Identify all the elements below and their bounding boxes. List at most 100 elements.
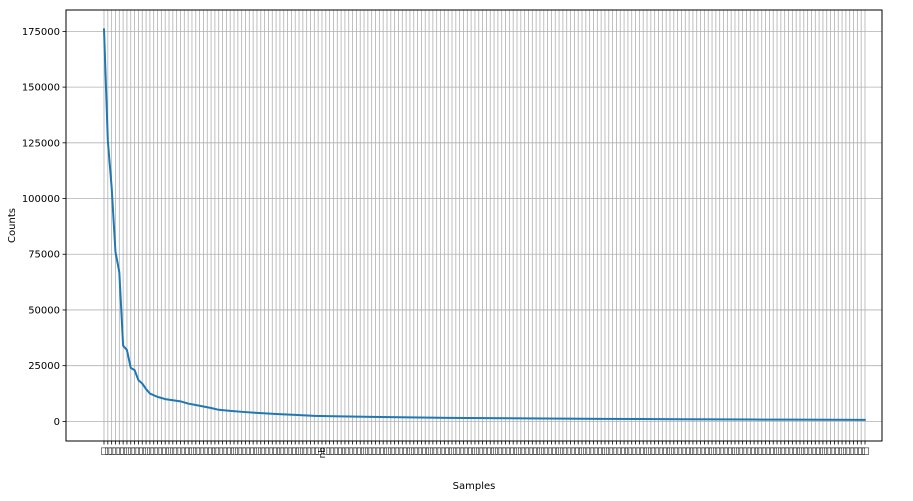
x-tick-label: □ — [712, 447, 722, 456]
x-tick-label: □ — [517, 447, 527, 456]
x-tick-label: □ — [111, 447, 121, 456]
x-tick-label: □ — [287, 447, 297, 456]
x-tick-label: □ — [379, 447, 389, 456]
x-tick-label: □ — [796, 447, 806, 456]
x-tick-label: □ — [333, 447, 343, 456]
x-tick-label: □ — [532, 447, 542, 456]
x-tick-label: □ — [563, 447, 573, 456]
x-tick-label: □ — [414, 447, 424, 456]
x-tick-label: □ — [578, 447, 588, 456]
x-tick-label: □ — [574, 447, 584, 456]
y-tick-label: 125000 — [22, 138, 60, 149]
x-tick-label: □ — [632, 447, 642, 456]
x-tick-label: □ — [486, 447, 496, 456]
x-tick-label: □ — [115, 447, 125, 456]
x-tick-label: □ — [620, 447, 630, 456]
plot-area — [66, 10, 882, 441]
x-tick-label: □ — [674, 447, 684, 456]
y-tick-label: 100000 — [22, 194, 60, 205]
x-tick-label: □ — [341, 447, 351, 456]
x-tick-label: □ — [628, 447, 638, 456]
x-tick-label: □ — [337, 447, 347, 456]
y-tick-label: 50000 — [28, 305, 60, 316]
x-tick-label: □ — [322, 447, 332, 456]
x-tick-label: □ — [567, 447, 577, 456]
x-tick-label: □ — [777, 447, 787, 456]
x-tick-label: □ — [230, 447, 240, 456]
x-tick-label: □ — [410, 447, 420, 456]
x-tick-label: □ — [303, 447, 313, 456]
x-tick-label: □ — [394, 447, 404, 456]
x-tick-label: □ — [681, 447, 691, 456]
x-tick-label: □ — [253, 447, 263, 456]
x-tick-label: □ — [326, 447, 336, 456]
x-tick-label: □ — [398, 447, 408, 456]
x-tick-label: □ — [609, 447, 619, 456]
x-tick-label: □ — [108, 447, 118, 456]
x-tick-label: □ — [524, 447, 534, 456]
x-tick-label: □ — [104, 447, 114, 456]
x-tick-label: □ — [586, 447, 596, 456]
x-tick-label: □ — [238, 447, 248, 456]
x-tick-label: □ — [700, 447, 710, 456]
x-tick-label: □ — [635, 447, 645, 456]
x-tick-label: □ — [467, 447, 477, 456]
x-tick-label: □ — [850, 447, 860, 456]
x-tick-label: □ — [494, 447, 504, 456]
x-tick-label: □ — [670, 447, 680, 456]
x-tick-label: □ — [123, 447, 133, 456]
x-tick-label: □ — [593, 447, 603, 456]
x-tick-label: □ — [169, 447, 179, 456]
x-tick-label: □ — [131, 447, 141, 456]
x-tick-label: □ — [727, 447, 737, 456]
x-tick-label: □ — [215, 447, 225, 456]
x-tick-label: □ — [165, 447, 175, 456]
x-tick-label: □ — [360, 447, 370, 456]
x-tick-label: □ — [134, 447, 144, 456]
x-tick-label: □ — [704, 447, 714, 456]
x-tick-label: □ — [589, 447, 599, 456]
x-tick-label: □ — [846, 447, 856, 456]
x-tick-label: □ — [819, 447, 829, 456]
x-tick-label: □ — [685, 447, 695, 456]
x-tick-label: □ — [804, 447, 814, 456]
x-tick-label: □ — [207, 447, 217, 456]
x-tick-label: □ — [811, 447, 821, 456]
x-tick-label: □ — [639, 447, 649, 456]
y-tick-label: 75000 — [28, 250, 60, 261]
x-tick-label: □ — [184, 447, 194, 456]
x-tick-label: □ — [781, 447, 791, 456]
x-tick-label: □ — [624, 447, 634, 456]
x-tick-label: □ — [264, 447, 274, 456]
x-tick-label: □ — [758, 447, 768, 456]
x-tick-label: □ — [479, 447, 489, 456]
x-tick-label: □ — [127, 447, 137, 456]
x-tick-label: □ — [739, 447, 749, 456]
x-tick-label: □ — [249, 447, 259, 456]
x-tick-label: □ — [735, 447, 745, 456]
x-tick-label: □ — [138, 447, 148, 456]
x-tick-label: □ — [402, 447, 412, 456]
x-tick-label: □ — [176, 447, 186, 456]
x-tick-label: □ — [199, 447, 209, 456]
x-tick-label: □ — [284, 447, 294, 456]
x-tick-label: □ — [827, 447, 837, 456]
x-tick-label: □ — [708, 447, 718, 456]
x-tick-label: □ — [471, 447, 481, 456]
x-tick-label: □ — [425, 447, 435, 456]
x-tick-label: □ — [677, 447, 687, 456]
x-tick-label: □ — [307, 447, 317, 456]
x-tick-label: □ — [429, 447, 439, 456]
x-tick-label: □ — [375, 447, 385, 456]
x-tick-label: □ — [291, 447, 301, 456]
y-grid — [66, 30, 882, 422]
x-tick-label: □ — [211, 447, 221, 456]
x-tick-label: □ — [257, 447, 267, 456]
x-tick-label: □ — [857, 447, 867, 456]
x-tick-label: □ — [276, 447, 286, 456]
x-tick-label: □ — [188, 447, 198, 456]
x-tick-label: □ — [372, 447, 382, 456]
x-tick-label: □ — [746, 447, 756, 456]
